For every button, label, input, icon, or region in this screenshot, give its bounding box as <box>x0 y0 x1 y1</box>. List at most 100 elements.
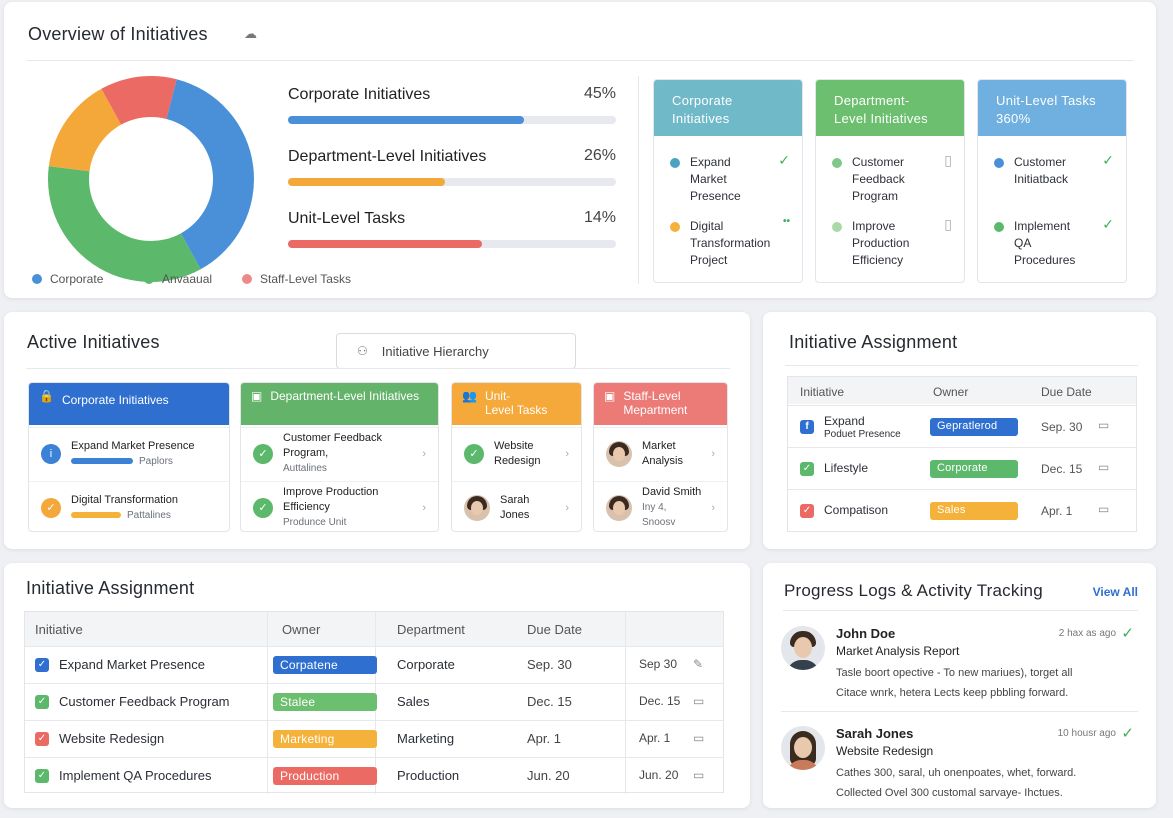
initiative-hierarchy-button[interactable]: ⚇ Initiative Hierarchy <box>336 333 576 369</box>
assignment-table: Initiative Owner Department Due Date ✓ Ex… <box>24 611 724 794</box>
item-text: Customer Initiatback <box>1014 155 1069 186</box>
row-check-icon[interactable]: ✓ <box>800 504 814 518</box>
row-check-icon[interactable]: f <box>800 420 814 434</box>
overview-column-item[interactable]: Improve Production Efficiency <box>832 218 909 269</box>
initiative-text: Market Analysis <box>642 439 701 469</box>
row-initiative: Expand Market Presence <box>59 657 205 672</box>
overview-column-title: Department- Level Initiatives <box>816 80 964 136</box>
initiative-status-icon: i <box>41 443 61 464</box>
overview-column-card[interactable]: Unit-Level Tasks 360% Customer Initiatbac… <box>977 79 1127 283</box>
row-due-date: Dec. 15 <box>527 694 572 709</box>
owner-tag: Marketing <box>273 730 377 748</box>
calendar-icon[interactable]: ▭ <box>693 731 705 745</box>
assignment-row[interactable]: ✓ Implement QA Procedures Production Produc… <box>25 757 723 794</box>
row-initiative: Website Redesign <box>59 731 165 746</box>
chevron-right-icon[interactable]: › <box>565 501 569 514</box>
row-checkbox[interactable]: ✓ <box>35 769 49 783</box>
calendar-icon[interactable]: ▭ <box>1098 502 1110 516</box>
calendar-icon[interactable]: ▭ <box>693 694 705 708</box>
avatar-face <box>471 500 483 515</box>
active-initiative-row[interactable]: David Smith Iny 4, Snoosv › <box>594 481 727 531</box>
row-due-date-short: Sep 30 <box>639 657 678 671</box>
col-owner: Owner <box>933 385 969 399</box>
row-check-icon[interactable]: ✓ <box>800 462 814 476</box>
active-initiative-row[interactable]: ✓ Digital Transformation Pattalines <box>29 481 229 531</box>
calendar-icon[interactable]: ▭ <box>1098 460 1110 474</box>
assignment-small-header <box>788 377 1136 404</box>
log-line: Tasle boort opective - To new mariues), … <box>836 667 1073 679</box>
initiative-name: Website Redesign <box>494 439 541 467</box>
cloud-icon[interactable]: ☁ <box>244 26 257 41</box>
log-timestamp: 10 housr ago <box>1057 728 1116 739</box>
chevron-right-icon[interactable]: › <box>711 447 715 460</box>
column-header-icon: ▣ <box>251 389 263 403</box>
active-initiative-row[interactable]: ✓ Improve Production Efficiency Produnce U… <box>241 481 438 531</box>
assignment-row[interactable]: ✓ Expand Market Presence Corpatene Corporat… <box>25 646 723 683</box>
overview-column-card[interactable]: Department- Level Initiatives Customer Fe… <box>815 79 965 283</box>
row-department: Production <box>397 768 460 783</box>
progress-logs-card: Progress Logs & Activity Tracking View A… <box>763 563 1156 808</box>
active-initiative-row[interactable]: i Expand Market Presence Paplors <box>29 427 229 479</box>
initiative-name: Expand Market Presence <box>71 439 195 452</box>
initiative-text: Customer Feedback Program, Auttalines <box>283 431 412 476</box>
user-avatar[interactable] <box>781 626 825 670</box>
overview-column-item[interactable]: Digital Transformation Project <box>670 218 770 269</box>
active-column-header[interactable]: 👥 Unit- Level Tasks <box>452 383 581 425</box>
overview-column-card[interactable]: Corporate Initiatives Expand Market Prese… <box>653 79 803 283</box>
row-department: Sales <box>397 694 430 709</box>
overview-progress-fill <box>288 240 482 248</box>
user-avatar <box>606 440 632 467</box>
overview-title: Overview of Initiatives <box>28 24 208 44</box>
active-initiative-row[interactable]: Market Analysis › <box>594 427 727 479</box>
chevron-right-icon[interactable]: › <box>711 501 715 514</box>
item-dot <box>832 158 842 168</box>
col-sep-3 <box>625 612 626 794</box>
overview-column-item[interactable]: Expand Market Presence <box>670 154 741 205</box>
row-checkbox[interactable]: ✓ <box>35 695 49 709</box>
row-due-date: Jun. 20 <box>527 768 570 783</box>
chevron-right-icon[interactable]: › <box>422 501 426 514</box>
mini-progress <box>71 458 133 464</box>
item-text: Improve Production Efficiency <box>852 219 910 267</box>
assignment-small-row[interactable]: ✓ Compatison Sales Apr. 1 ▭ <box>788 489 1136 531</box>
calendar-icon[interactable]: ▭ <box>1098 418 1110 432</box>
overview-row-label: Corporate Initiatives <box>288 86 431 103</box>
legend-dot <box>32 274 42 284</box>
assignment-row[interactable]: ✓ Website Redesign Marketing Marketing Apr. … <box>25 720 723 757</box>
user-avatar[interactable] <box>781 726 825 770</box>
active-initiative-row[interactable]: Sarah Jones › <box>452 481 581 531</box>
chevron-right-icon[interactable]: › <box>422 447 426 460</box>
owner-tag: Stalee <box>273 693 377 711</box>
assignment-small-row[interactable]: ✓ Lifestyle Corporate Dec. 15 ▭ <box>788 447 1136 489</box>
legend-dot <box>242 274 252 284</box>
active-column-header[interactable]: ▣ Department-Level Initiatives <box>241 383 438 425</box>
view-all-link[interactable]: View All <box>1092 585 1138 599</box>
assignment-small-row[interactable]: f Expand Poduet Presence Gepratlerod Sep. 30… <box>788 405 1136 447</box>
donut-slice-3 <box>101 76 177 125</box>
overview-column-item[interactable]: Customer Initiatback <box>994 154 1068 188</box>
overview-column-item[interactable]: Customer Feedback Program <box>832 154 905 205</box>
legend-corporate: Corporate <box>32 272 103 286</box>
row-department: Marketing <box>397 731 455 746</box>
edit-icon[interactable]: ✎ <box>693 657 704 671</box>
assignment-header <box>25 612 723 646</box>
row-checkbox[interactable]: ✓ <box>35 732 49 746</box>
assignment-row[interactable]: ✓ Customer Feedback Program Stalee Sales Dec… <box>25 683 723 720</box>
calendar-icon[interactable]: ▭ <box>693 768 705 782</box>
active-initiative-row[interactable]: ✓ Website Redesign › <box>452 427 581 479</box>
item-text: Digital Transformation Project <box>690 219 771 267</box>
active-column-header[interactable]: 🔒 Corporate Initiatives <box>29 383 229 425</box>
initiative-subtext: Produnce Unit <box>283 517 347 528</box>
initiative-text: Sarah Jones <box>500 493 555 523</box>
row-checkbox[interactable]: ✓ <box>35 658 49 672</box>
due-date: Sep. 30 <box>1041 420 1083 434</box>
avatar-shirt <box>787 660 819 670</box>
row-due-date-short: Dec. 15 <box>639 694 681 708</box>
initiative-subtext: Paplors <box>71 454 217 469</box>
active-column-header[interactable]: ▣ Staff-Level Mepartment <box>594 383 727 425</box>
item-status-icon: ✓ <box>778 152 790 168</box>
chevron-right-icon[interactable]: › <box>565 447 569 460</box>
active-initiative-row[interactable]: ✓ Customer Feedback Program, Auttalines › <box>241 427 438 479</box>
overview-row-pct: 14% <box>583 209 616 226</box>
overview-column-item[interactable]: Implement QA Procedures <box>994 218 1075 269</box>
